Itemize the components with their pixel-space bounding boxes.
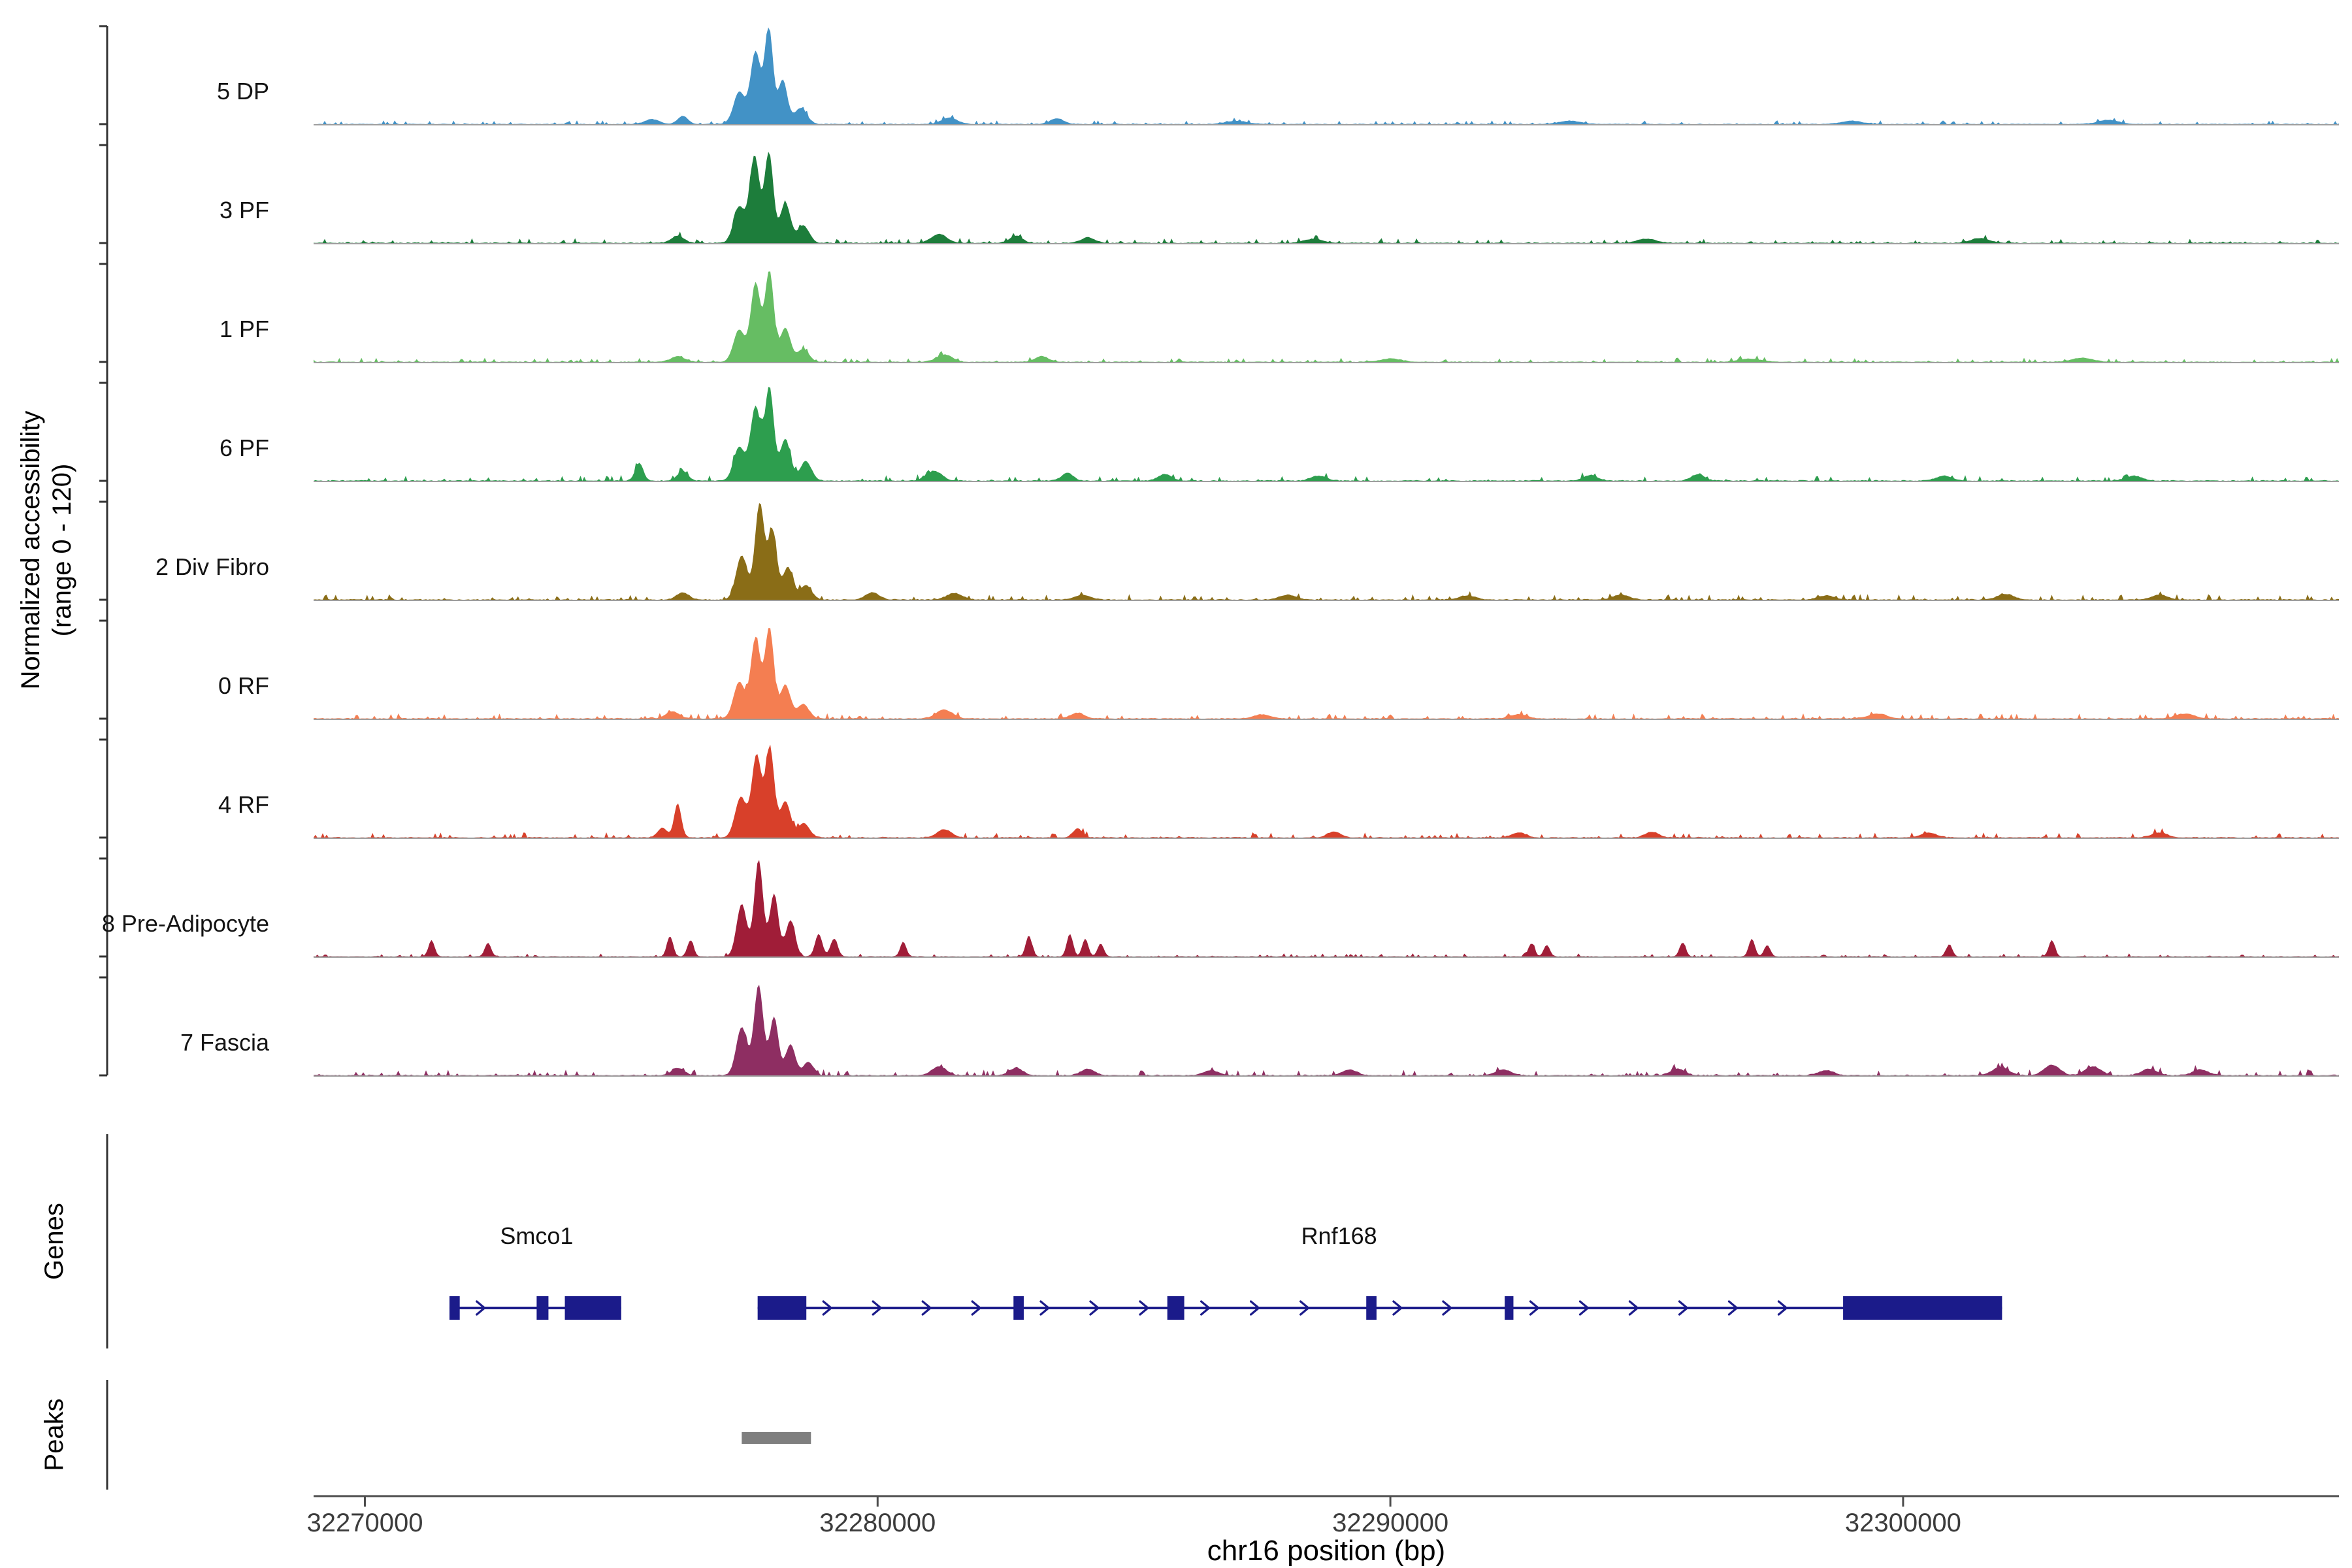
track-3-pf: 3 PF (0, 145, 2352, 264)
gene-direction-arrow (1039, 1300, 1051, 1316)
coverage-track-svg (314, 152, 2339, 244)
gene-exon (1843, 1296, 2002, 1320)
coverage-track-svg (314, 387, 2339, 482)
x-axis-tick-label: 32280000 (819, 1509, 936, 1537)
x-axis-tick-label: 32300000 (1845, 1509, 1961, 1537)
coverage-area (314, 271, 2339, 362)
gene-direction-arrow (1578, 1300, 1590, 1316)
gene-direction-arrow (1250, 1300, 1261, 1316)
gene-direction-arrow (822, 1300, 833, 1316)
track-0-rf: 0 RF (0, 621, 2352, 740)
gene-name-label: Smco1 (500, 1222, 573, 1249)
track-6-pf: 6 PF (0, 383, 2352, 502)
track-5-dp: 5 DP (0, 26, 2352, 145)
track-label: 2 Div Fibro (155, 554, 269, 580)
coverage-area (314, 27, 2339, 124)
gene-exon (1366, 1296, 1377, 1320)
track-7-fascia: 7 Fascia (0, 977, 2352, 1096)
gene-direction-arrow (921, 1300, 932, 1316)
gene-direction-arrow (1139, 1300, 1150, 1316)
gene-direction-arrow (476, 1300, 487, 1316)
gene-direction-arrow (1727, 1300, 1739, 1316)
x-axis-tick-label: 32290000 (1332, 1509, 1448, 1537)
track-label: 7 Fascia (180, 1030, 269, 1056)
track-label: 1 PF (219, 316, 269, 342)
gene-direction-arrow (1529, 1300, 1540, 1316)
coverage-area (314, 387, 2339, 481)
track-1-pf: 1 PF (0, 264, 2352, 383)
gene-direction-arrow (1392, 1300, 1403, 1316)
gene-direction-arrow (971, 1300, 982, 1316)
coverage-track-svg (314, 271, 2339, 363)
gene-direction-arrow (1628, 1300, 1639, 1316)
gene-direction-arrow (1442, 1300, 1453, 1316)
x-axis-tick-label: 32270000 (306, 1509, 423, 1537)
track-label: 3 PF (219, 197, 269, 223)
coverage-area (314, 152, 2339, 243)
coverage-track-svg (314, 744, 2339, 839)
gene-direction-arrow (1200, 1300, 1211, 1316)
gene-exon (1505, 1296, 1514, 1320)
gene-exon (757, 1296, 807, 1320)
track-label: 0 RF (218, 673, 269, 699)
gene-name-label: Rnf168 (1301, 1222, 1377, 1249)
gene-exon (1013, 1296, 1024, 1320)
coverage-track-svg (314, 985, 2339, 1077)
track-label: 6 PF (219, 435, 269, 461)
gene-direction-arrow (1299, 1300, 1311, 1316)
gene-exon (1167, 1296, 1184, 1320)
track-2-div-fibro: 2 Div Fibro (0, 502, 2352, 621)
gene-exon (564, 1296, 621, 1320)
coverage-track-svg (314, 503, 2339, 601)
gene-exon (449, 1296, 460, 1320)
coverage-area (314, 744, 2339, 838)
gene-exon (536, 1296, 549, 1320)
track-label: 5 DP (216, 78, 269, 105)
x-axis-title: chr16 position (bp) (1207, 1534, 1446, 1567)
track-label: 4 RF (218, 792, 269, 818)
coverage-track-svg (314, 860, 2339, 958)
gene-direction-arrow (1678, 1300, 1689, 1316)
peak-region-bar (742, 1432, 811, 1444)
coverage-area (314, 503, 2339, 600)
track-label: 8 Pre-Adipocyte (101, 911, 269, 937)
gene-direction-arrow (1777, 1300, 1788, 1316)
coverage-area (314, 985, 2339, 1075)
gene-direction-arrow (1089, 1300, 1100, 1316)
coverage-track-svg (314, 27, 2339, 125)
track-4-rf: 4 RF (0, 740, 2352, 858)
coverage-area (314, 860, 2339, 956)
gene-direction-arrow (872, 1300, 883, 1316)
coverage-track-svg (314, 628, 2339, 720)
track-8-pre-adipocyte: 8 Pre-Adipocyte (0, 858, 2352, 977)
coverage-area (314, 628, 2339, 719)
